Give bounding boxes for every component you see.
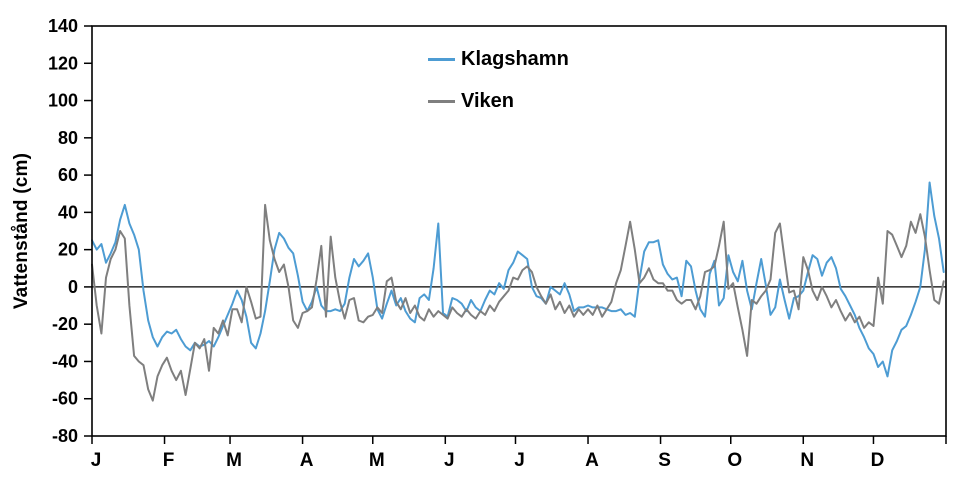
x-tick-label: J [91,450,102,471]
y-tick-label: 20 [58,240,78,260]
viken-line-swatch [428,99,455,103]
y-tick-label: -60 [52,389,78,409]
x-tick-label: M [226,450,242,471]
x-tick-label: J [514,450,525,471]
y-tick-label: 40 [58,202,78,222]
x-tick-label: D [871,450,885,471]
x-tick-label: S [658,450,671,471]
x-tick-label: J [444,450,455,471]
legend-item-klagshamn: Klagshamn [428,38,569,80]
y-tick-label: -20 [52,314,78,334]
legend-label-klagshamn: Klagshamn [461,47,569,70]
x-tick-label: N [800,450,814,471]
viken-series-line [91,203,945,402]
legend-label-viken: Viken [461,89,514,112]
klagshamn-line-swatch [428,57,455,61]
y-tick-label: 0 [68,277,78,297]
x-tick-label: F [163,450,175,471]
y-tick-label: 120 [48,53,78,73]
y-tick-label: 60 [58,165,78,185]
y-tick-label: 140 [48,16,78,36]
plot-border [91,25,947,437]
x-tick-label: A [300,450,314,471]
y-tick-label: 80 [58,128,78,148]
x-tick-label: M [369,450,385,471]
y-axis-title: Vattenstånd (cm) [11,152,32,310]
legend-item-viken: Viken [428,80,569,122]
y-tick-label: -40 [52,351,78,371]
x-tick-label: O [727,450,742,471]
y-tick-label: -80 [52,426,78,446]
x-tick-label: A [585,450,599,471]
legend: Klagshamn Viken [428,38,569,122]
klagshamn-series-line [91,181,945,378]
y-tick-label: 100 [48,91,78,111]
